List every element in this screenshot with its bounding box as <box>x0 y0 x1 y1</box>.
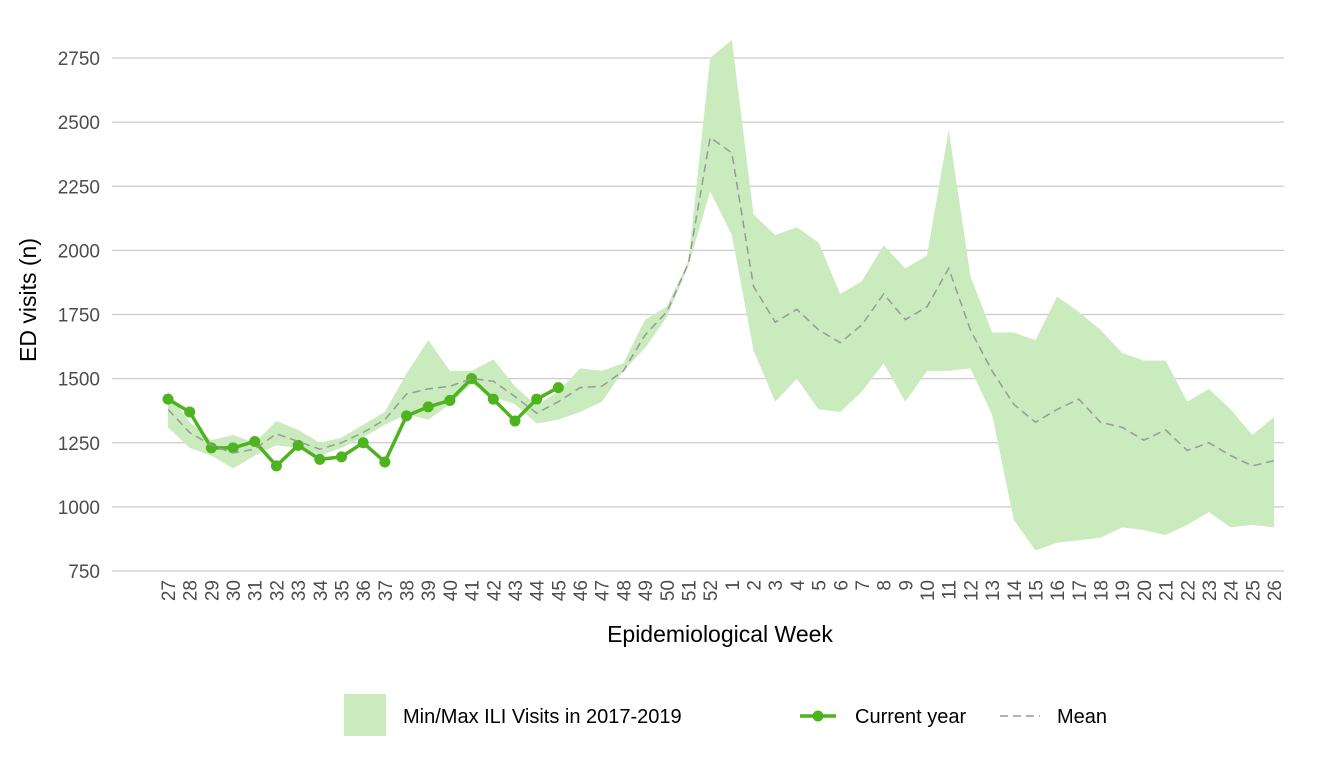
legend-label: Mean <box>1057 706 1107 728</box>
y-tick-label: 2000 <box>58 241 100 262</box>
x-tick-label: 8 <box>875 580 896 591</box>
y-tick-label: 2500 <box>58 113 100 134</box>
current-point <box>249 435 261 447</box>
x-tick-label: 29 <box>202 580 223 601</box>
x-tick-label: 33 <box>289 580 310 601</box>
mean-line <box>167 136 1275 467</box>
x-tick-label: 35 <box>332 580 353 601</box>
current-point <box>401 410 413 422</box>
x-tick-label: 38 <box>398 580 419 601</box>
x-tick-label: 28 <box>181 580 202 601</box>
x-tick-label: 31 <box>246 580 267 601</box>
current-point <box>531 393 543 405</box>
current-point <box>162 393 174 405</box>
x-tick-label: 51 <box>679 580 700 601</box>
x-tick-label: 25 <box>1243 580 1264 601</box>
x-tick-label: 27 <box>159 580 180 601</box>
x-tick-label: 24 <box>1222 580 1243 602</box>
current-point <box>357 437 369 449</box>
x-tick-label: 4 <box>788 580 809 591</box>
y-tick-label: 750 <box>68 562 100 583</box>
x-tick-label: 7 <box>853 580 874 591</box>
x-tick-label: 44 <box>528 580 549 602</box>
x-tick-label: 1 <box>723 580 744 591</box>
x-tick-label: 19 <box>1113 580 1134 601</box>
x-tick-label: 18 <box>1092 580 1113 601</box>
x-tick-label: 46 <box>571 580 592 601</box>
x-tick-label: 23 <box>1200 580 1221 601</box>
current-point <box>335 451 347 463</box>
x-tick-label: 52 <box>701 580 722 601</box>
y-tick-label: 2250 <box>58 177 100 198</box>
x-tick-label: 5 <box>810 580 831 591</box>
x-tick-label: 17 <box>1070 580 1091 601</box>
x-tick-label: 2 <box>745 580 766 591</box>
x-tick-label: 11 <box>940 580 961 600</box>
y-tick-label: 1500 <box>58 370 100 391</box>
x-tick-label: 16 <box>1048 580 1069 601</box>
current-point <box>379 456 391 468</box>
current-point <box>487 393 499 405</box>
current-point <box>552 382 564 394</box>
x-tick-label: 6 <box>831 580 852 591</box>
current-point <box>509 415 521 427</box>
x-tick-label: 15 <box>1026 580 1047 601</box>
current-point <box>227 442 239 454</box>
x-tick-label: 49 <box>636 580 657 601</box>
legend-label: Min/Max ILI Visits in 2017-2019 <box>403 706 682 728</box>
legend-label: Current year <box>855 706 966 728</box>
x-tick-label: 39 <box>419 580 440 601</box>
current-point <box>270 460 282 472</box>
x-tick-label: 36 <box>354 580 375 601</box>
legend-swatch <box>344 694 386 736</box>
x-tick-label: 14 <box>1005 580 1026 602</box>
x-axis-title: Epidemiological Week <box>607 621 833 647</box>
x-tick-label: 50 <box>658 580 679 601</box>
x-tick-label: 41 <box>463 580 484 601</box>
y-tick-label: 1250 <box>58 434 100 455</box>
x-tick-label: 22 <box>1178 580 1199 601</box>
x-tick-label: 20 <box>1135 580 1156 601</box>
x-tick-label: 26 <box>1265 580 1286 601</box>
x-tick-label: 32 <box>267 580 288 601</box>
current-point <box>205 442 217 454</box>
x-tick-label: 34 <box>311 580 332 602</box>
x-tick-label: 10 <box>918 580 939 601</box>
current-point <box>466 373 478 385</box>
x-tick-label: 45 <box>549 580 570 601</box>
min-max-band <box>168 40 1274 551</box>
legend-swatch <box>812 710 824 722</box>
current-point <box>314 453 326 465</box>
current-point <box>184 406 196 418</box>
x-tick-label: 37 <box>376 580 397 601</box>
x-tick-label: 12 <box>961 580 982 601</box>
y-tick-label: 1000 <box>58 498 100 519</box>
x-tick-label: 47 <box>593 580 614 601</box>
y-axis-title: ED visits (n) <box>15 238 41 362</box>
x-tick-label: 40 <box>441 580 462 601</box>
x-tick-label: 48 <box>614 580 635 601</box>
y-tick-label: 1750 <box>58 306 100 327</box>
x-tick-label: 30 <box>224 580 245 601</box>
x-tick-label: 42 <box>484 580 505 601</box>
y-tick-label: 2750 <box>58 49 100 70</box>
x-tick-label: 43 <box>506 580 527 601</box>
current-point <box>422 401 434 413</box>
x-tick-label: 3 <box>766 580 787 591</box>
current-point <box>292 439 304 451</box>
x-tick-label: 13 <box>983 580 1004 601</box>
current-point <box>444 394 456 406</box>
x-tick-label: 21 <box>1157 580 1178 601</box>
x-tick-label: 9 <box>896 580 917 591</box>
